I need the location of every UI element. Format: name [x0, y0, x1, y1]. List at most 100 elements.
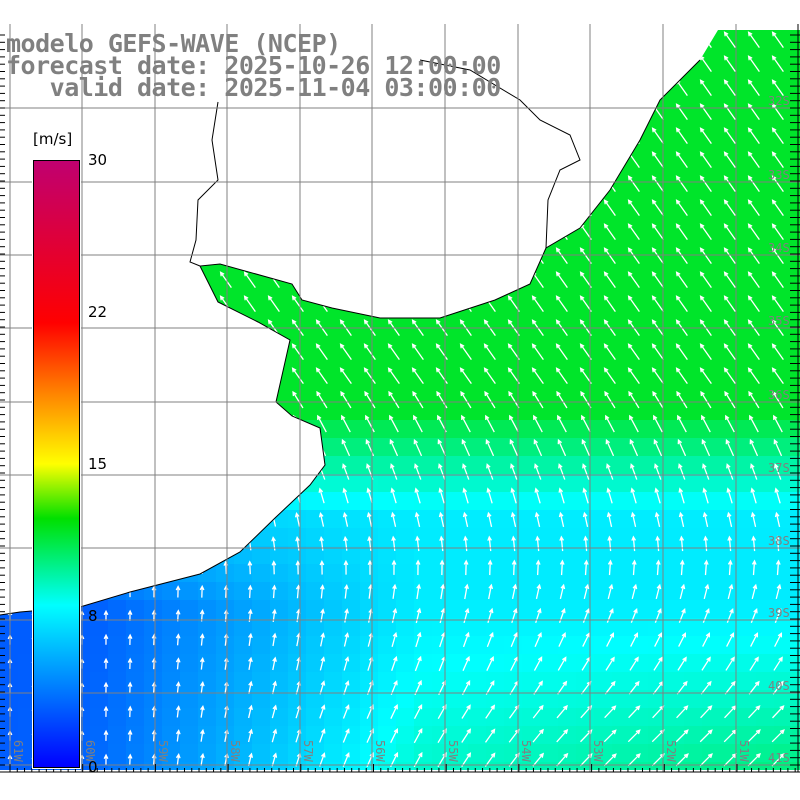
field-cell — [540, 42, 559, 61]
field-cell — [612, 384, 631, 403]
field-cell — [0, 438, 19, 457]
field-cell — [702, 30, 721, 43]
wind-arrow — [294, 512, 301, 527]
field-cell — [126, 132, 145, 151]
field-cell — [90, 474, 109, 493]
wind-arrow — [246, 512, 253, 527]
field-cell — [486, 240, 505, 259]
field-cell — [450, 204, 469, 223]
wind-arrow — [363, 199, 376, 217]
field-cell — [126, 204, 145, 223]
field-cell — [0, 708, 19, 727]
wind-arrow — [247, 704, 253, 719]
field-cell — [504, 258, 523, 277]
wind-arrow — [248, 632, 253, 646]
field-cell — [108, 114, 127, 133]
wind-arrow — [267, 103, 280, 121]
field-cell — [738, 618, 757, 637]
field-cell — [198, 348, 217, 367]
wind-arrow — [174, 487, 181, 504]
field-cell — [126, 708, 145, 727]
field-cell — [702, 636, 721, 655]
field-cell — [252, 726, 271, 745]
wind-arrow — [315, 223, 328, 241]
field-cell — [432, 762, 451, 770]
field-cell — [702, 600, 721, 619]
field-cell — [684, 186, 703, 205]
field-cell — [774, 456, 793, 475]
field-cell — [612, 420, 631, 439]
field-cell — [288, 384, 307, 403]
field-cell — [558, 456, 577, 475]
wind-arrow — [628, 705, 641, 719]
field-cell — [558, 132, 577, 151]
wind-arrow — [723, 103, 736, 121]
wind-arrow — [464, 583, 470, 600]
wind-arrow — [99, 271, 112, 289]
field-cell — [162, 186, 181, 205]
wind-arrow — [412, 390, 424, 409]
field-cell — [180, 582, 199, 601]
field-cell — [234, 582, 253, 601]
field-cell — [630, 492, 649, 511]
field-cell — [486, 492, 505, 511]
wind-arrow — [171, 271, 184, 289]
field-cell — [666, 258, 685, 277]
field-cell — [0, 636, 19, 655]
field-cell — [774, 726, 793, 745]
wind-arrow — [387, 343, 400, 361]
field-cell — [594, 168, 613, 187]
wind-arrow — [627, 271, 640, 289]
wind-arrow — [484, 390, 496, 409]
field-cell — [594, 276, 613, 295]
wind-arrow — [749, 438, 759, 457]
field-cell — [540, 474, 559, 493]
wind-arrow — [124, 390, 136, 409]
wind-arrow — [487, 559, 493, 576]
wind-arrow — [557, 680, 568, 695]
field-cell — [738, 726, 757, 745]
field-cell — [108, 294, 127, 313]
field-cell — [306, 222, 325, 241]
field-cell — [594, 258, 613, 277]
field-cell — [468, 402, 487, 421]
wind-arrow — [461, 680, 471, 695]
field-cell — [342, 330, 361, 349]
wind-arrow — [487, 535, 493, 552]
field-cell — [576, 654, 595, 673]
wind-arrow — [315, 271, 328, 289]
field-cell — [648, 420, 667, 439]
field-cell — [612, 726, 631, 745]
wind-arrow — [723, 271, 736, 289]
wind-arrow — [775, 583, 782, 600]
wind-arrow — [771, 752, 786, 767]
field-cell — [666, 564, 685, 583]
field-cell — [630, 708, 649, 727]
field-cell — [648, 276, 667, 295]
field-cell — [504, 762, 523, 770]
field-cell — [18, 654, 37, 673]
field-cell — [648, 636, 667, 655]
field-cell — [306, 600, 325, 619]
field-cell — [306, 384, 325, 403]
field-cell — [666, 132, 685, 151]
field-cell — [540, 438, 559, 457]
field-cell — [126, 690, 145, 709]
wind-arrow — [557, 656, 567, 671]
wind-arrow — [318, 511, 325, 527]
wind-arrow — [775, 535, 781, 552]
wind-arrow — [462, 631, 470, 648]
wind-arrow — [172, 390, 184, 409]
wind-arrow — [99, 175, 112, 193]
wind-arrow — [171, 367, 184, 385]
field-cell — [360, 492, 379, 511]
wind-arrow — [533, 438, 543, 457]
wind-arrow — [392, 583, 397, 599]
wind-arrow — [175, 585, 181, 598]
field-cell — [90, 330, 109, 349]
wind-arrow — [747, 367, 760, 385]
field-cell — [126, 726, 145, 745]
field-cell — [486, 30, 505, 43]
field-cell — [198, 438, 217, 457]
wind-arrow — [435, 223, 448, 241]
